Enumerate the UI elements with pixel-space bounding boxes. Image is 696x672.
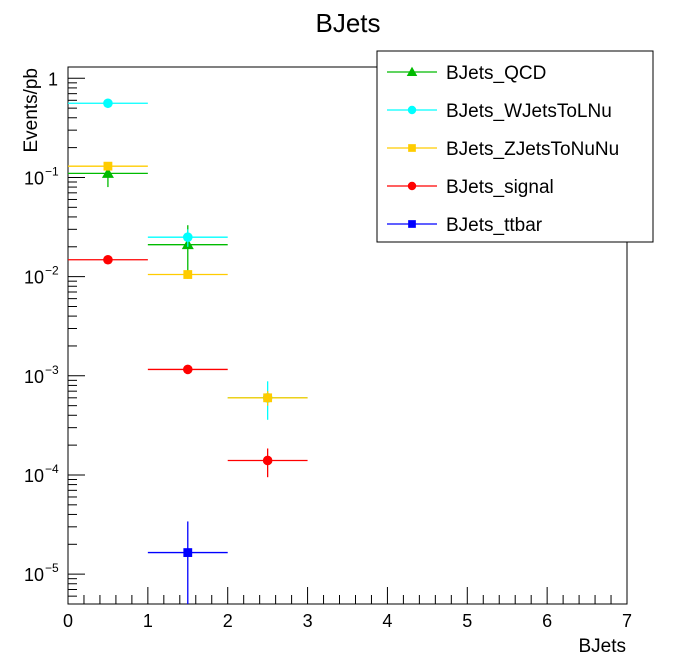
data-point-marker — [183, 548, 193, 557]
data-point — [68, 161, 148, 171]
data-point-marker — [263, 393, 273, 403]
y-axis: 110−110−210−310−410−5 — [24, 69, 85, 597]
y-tick-label: 10 — [24, 168, 44, 188]
data-point-marker — [103, 254, 113, 265]
legend-item: BJets_QCD — [387, 63, 546, 84]
data-point — [68, 98, 148, 109]
series-bjets-ttbar — [147, 521, 228, 604]
y-tick-label: 10 — [24, 565, 44, 585]
x-tick-label: 5 — [462, 611, 472, 631]
data-point-marker — [408, 220, 416, 228]
chart-title: BJets — [315, 8, 380, 38]
data-point-marker — [103, 98, 113, 109]
y-tick-label: 10 — [24, 367, 44, 387]
data-point — [68, 254, 148, 265]
x-tick-label: 3 — [303, 611, 313, 631]
x-tick-label: 1 — [143, 611, 153, 631]
legend: BJets_QCD BJets_WJetsToLNu BJets_ZJetsToNu… — [376, 50, 654, 243]
x-axis: 0 1 2 3 4 5 6 7 — [63, 587, 632, 631]
data-point-marker — [408, 144, 416, 152]
legend-item: BJets_ttbar — [387, 215, 543, 236]
x-tick-label: 0 — [63, 611, 73, 631]
data-point — [147, 229, 228, 247]
data-point-marker — [183, 270, 193, 279]
data-point-marker — [182, 232, 193, 242]
data-point — [147, 521, 228, 604]
y-axis-label: Events/pb — [21, 68, 42, 153]
y-tick-exponent: −4 — [45, 462, 59, 476]
data-point — [227, 448, 308, 478]
data-point-marker — [262, 455, 273, 466]
series-bjets-zjetstonunu — [68, 161, 308, 406]
legend-label: BJets_ttbar — [446, 215, 543, 236]
data-point — [147, 364, 228, 375]
series-layer — [68, 98, 308, 604]
x-tick-label: 7 — [622, 611, 632, 631]
data-point-marker — [406, 66, 418, 76]
x-tick-label: 6 — [542, 611, 552, 631]
data-point — [147, 270, 228, 279]
x-tick-label: 4 — [382, 611, 392, 631]
legend-box — [376, 50, 654, 243]
legend-item: BJets_WJetsToLNu — [387, 101, 612, 122]
legend-item: BJets_signal — [387, 177, 554, 198]
x-tick-label: 2 — [223, 611, 233, 631]
y-tick-exponent: −5 — [45, 561, 59, 575]
legend-label: BJets_QCD — [446, 63, 546, 84]
y-tick-label: 10 — [24, 268, 44, 288]
data-point-marker — [101, 167, 114, 178]
data-point — [227, 391, 308, 406]
legend-label: BJets_WJetsToLNu — [446, 101, 612, 122]
x-axis-label: BJets — [578, 636, 626, 657]
y-tick-exponent: −2 — [45, 264, 59, 278]
legend-label: BJets_ZJetsToNuNu — [446, 139, 619, 160]
data-point-marker — [407, 105, 417, 115]
data-point-marker — [407, 181, 417, 191]
plot-frame — [67, 66, 628, 605]
series-bjets-signal — [68, 254, 308, 478]
y-tick-exponent: −1 — [45, 164, 59, 178]
data-point-marker — [103, 161, 113, 171]
legend-item: BJets_ZJetsToNuNu — [387, 139, 619, 160]
y-tick-label: 10 — [24, 466, 44, 486]
legend-label: BJets_signal — [446, 177, 554, 198]
y-tick-label: 1 — [48, 69, 58, 89]
y-tick-exponent: −3 — [45, 363, 59, 377]
data-point-marker — [182, 364, 193, 375]
